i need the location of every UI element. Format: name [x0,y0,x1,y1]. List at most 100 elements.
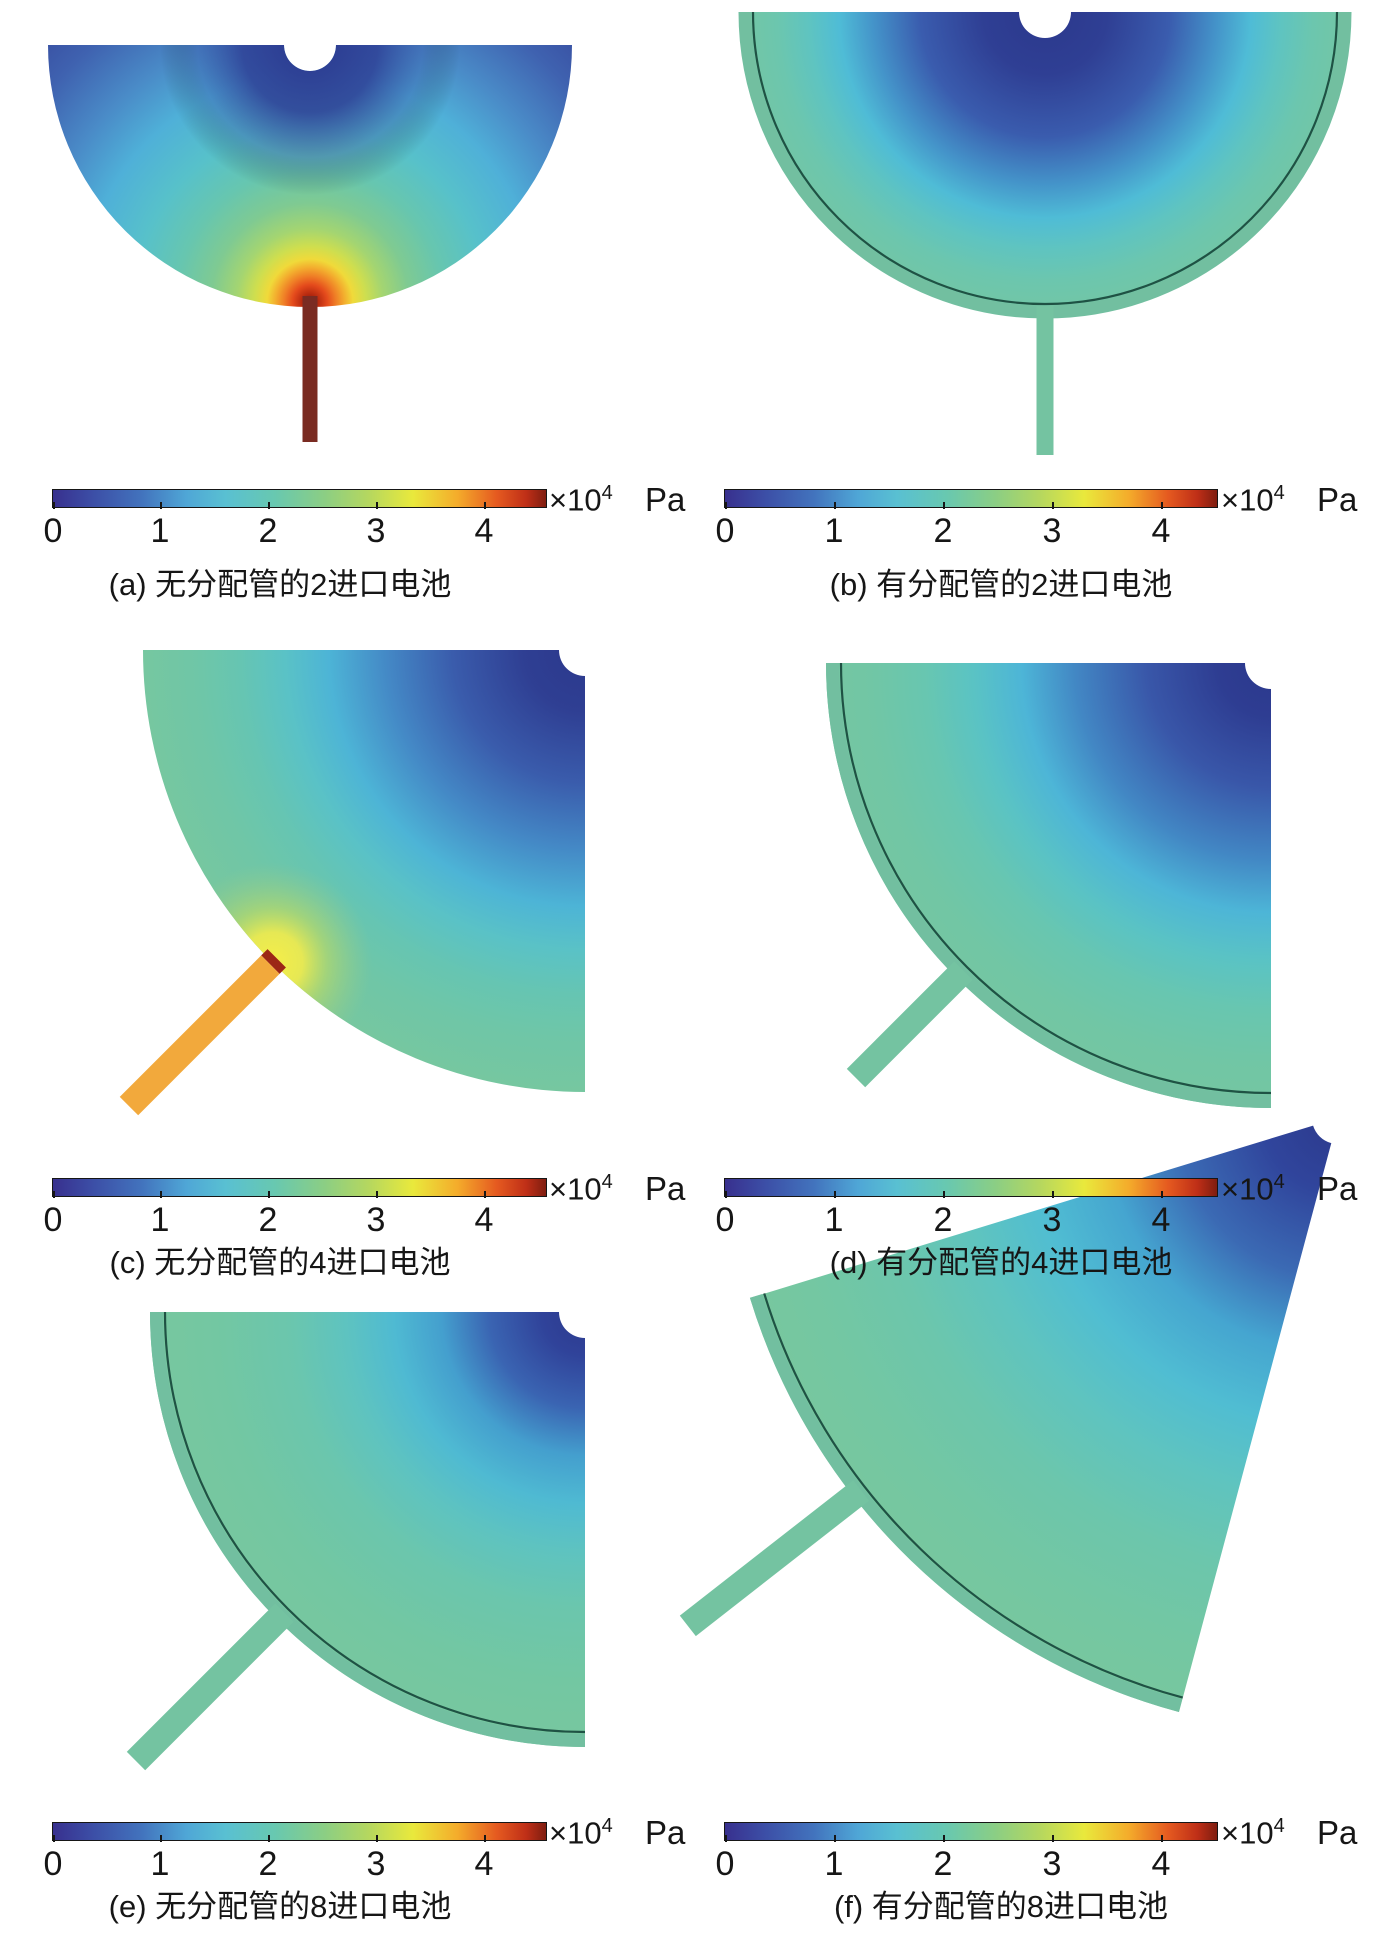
plot-d-inlet-pipe [846,961,973,1088]
colorbar-multiplier: ×104 [1221,482,1285,518]
panel-caption-e: (e) 无分配管的8进口电池 [108,1889,452,1924]
colorbar-tick [1052,1835,1054,1842]
colorbar-e-gradient [52,1822,547,1841]
colorbar-tick [1161,502,1163,509]
plot-b-cell-region [739,12,1351,318]
colorbar-tick-label: 4 [1151,512,1171,550]
plot-e-ring-wall-line [163,1311,586,1734]
plot-b-ring-wall-line [751,11,1339,306]
colorbar-unit: Pa [645,1814,686,1851]
colorbar-tick-label: 1 [150,1201,170,1239]
colorbar-tick-label: 2 [258,512,278,550]
colorbar-tick [53,502,55,509]
colorbar-a-gradient [52,489,547,508]
colorbar-tick [1052,1191,1054,1198]
colorbar-tick-label: 0 [715,1201,735,1239]
colorbar-tick [268,1191,270,1198]
colorbar-d-gradient [724,1178,1218,1197]
colorbar-tick [53,1191,55,1198]
colorbar-tick-label: 3 [1042,1201,1062,1239]
colorbar-tick [160,1191,162,1198]
colorbar-tick-label: 0 [43,512,63,550]
plot-f [679,1125,1332,1712]
plot-f-inlet-pipe [679,1480,870,1637]
colorbar-tick-label: 0 [715,1845,735,1883]
colorbar-tick-label: 4 [1151,1845,1171,1883]
colorbar-tick-label: 3 [366,512,386,550]
colorbar-tick-label: 0 [715,512,735,550]
colorbar-tick [268,1835,270,1842]
plot-c-inlet-pipe [119,949,286,1116]
colorbar-multiplier: ×104 [1221,1171,1285,1207]
plot-e-cell-region [150,1312,585,1747]
colorbar-tick-label: 4 [474,512,494,550]
colorbar-tick [376,1191,378,1198]
colorbar-tick [834,1835,836,1842]
plot-f-cell-region [750,1125,1332,1712]
colorbar-unit: Pa [1317,1170,1358,1207]
colorbar-tick-label: 1 [824,1845,844,1883]
panel-caption-b: (b) 有分配管的2进口电池 [829,567,1173,602]
panel-caption-a: (a) 无分配管的2进口电池 [108,567,452,602]
colorbar-tick-label: 1 [150,1845,170,1883]
plot-d [826,662,1272,1108]
colorbar-tick-label: 2 [258,1201,278,1239]
colorbar-tick-label: 3 [1042,512,1062,550]
plot-c [119,650,585,1116]
colorbar-unit: Pa [645,1170,686,1207]
colorbar-c-gradient [52,1178,547,1197]
panel-caption-d: (d) 有分配管的4进口电池 [829,1245,1173,1280]
colorbar-multiplier: ×104 [549,482,613,518]
colorbar-tick-label: 1 [824,512,844,550]
colorbar-tick [376,1835,378,1842]
colorbar-multiplier: ×104 [549,1815,613,1851]
colorbar-tick-label: 0 [43,1845,63,1883]
plot-d-cell-region [826,663,1271,1108]
colorbar-tick [943,1835,945,1842]
colorbar-tick [484,1191,486,1198]
colorbar-unit: Pa [1317,481,1358,518]
colorbar-unit: Pa [1317,1814,1358,1851]
colorbar-tick-label: 4 [1151,1201,1171,1239]
plot-d-ring-wall-line [839,662,1272,1095]
colorbar-multiplier: ×104 [549,1171,613,1207]
colorbar-tick [834,1191,836,1198]
colorbar-tick-label: 4 [474,1845,494,1883]
plot-c-inlet-hotspot [143,650,585,1092]
colorbar-tick [160,1835,162,1842]
colorbar-tick-label: 2 [933,1845,953,1883]
colorbar-tick-label: 3 [366,1201,386,1239]
colorbar-tick-label: 2 [258,1845,278,1883]
colorbar-tick-label: 3 [366,1845,386,1883]
colorbar-tick [943,1191,945,1198]
colorbar-tick [725,1835,727,1842]
colorbar-tick [1052,502,1054,509]
colorbar-tick-label: 2 [933,512,953,550]
colorbar-tick [725,1191,727,1198]
plot-f-ring-wall-line [763,1293,1183,1699]
colorbar-tick-label: 4 [474,1201,494,1239]
plot-a [48,45,572,442]
colorbar-tick [268,502,270,509]
plot-a-outlet-lowpressure-zone [48,45,572,307]
plot-a-inlet-pipe [302,296,318,442]
colorbar-tick-label: 2 [933,1201,953,1239]
colorbar-tick-label: 1 [150,512,170,550]
plot-f-distribution-ring [749,1293,1183,1712]
colorbar-tick [484,502,486,509]
colorbar-tick-label: 0 [43,1201,63,1239]
colorbar-tick [53,1835,55,1842]
panel-caption-c: (c) 无分配管的4进口电池 [109,1245,451,1280]
colorbar-tick [834,502,836,509]
colorbar-tick [725,502,727,509]
colorbar-tick [376,502,378,509]
colorbar-unit: Pa [645,481,686,518]
colorbar-tick [160,502,162,509]
plot-e-inlet-pipe [126,1603,294,1771]
colorbar-tick [484,1835,486,1842]
colorbar-f-gradient [724,1822,1218,1841]
colorbar-b-gradient [724,489,1218,508]
colorbar-tick [1161,1835,1163,1842]
